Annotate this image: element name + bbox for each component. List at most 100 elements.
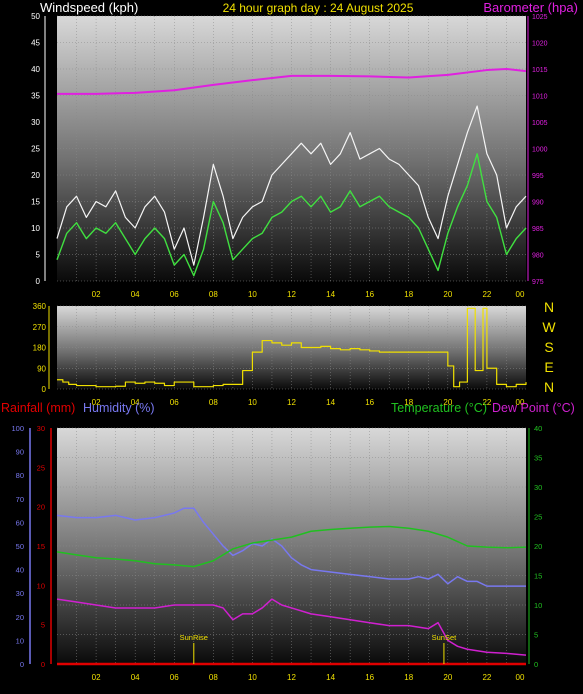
wind-y-tick-label: 50	[31, 12, 40, 21]
humidity-y-tick-label: 0	[20, 660, 24, 669]
climate-x-tick-label: 18	[404, 673, 413, 682]
rainfall-y-tick-label: 25	[37, 463, 45, 472]
wind-y-tick-label: 40	[31, 65, 40, 74]
wind-y-tick-label: 10	[31, 224, 40, 233]
direction-x-tick-label: 14	[326, 398, 335, 407]
wind-y-tick-label: 35	[31, 92, 40, 101]
temperature-y-tick-label: 10	[534, 601, 542, 610]
barometer-y-tick-label: 975	[532, 279, 544, 286]
rainfall-y-tick-label: 20	[37, 503, 45, 512]
wind-x-tick-label: 20	[443, 290, 452, 299]
wind-y-tick-label: 25	[31, 145, 40, 154]
wind-x-tick-label: 00	[516, 290, 525, 299]
wind-x-tick-label: 12	[287, 290, 296, 299]
climate-x-tick-label: 04	[131, 673, 140, 682]
direction-x-tick-label: 16	[365, 398, 374, 407]
humidity-axis-title: Humidity (%)	[83, 401, 155, 415]
sunrise-label: SunRise	[180, 633, 208, 642]
wind-direction-line	[57, 307, 527, 388]
barometer-y-tick-label: 1025	[532, 14, 548, 21]
barometer-y-tick-label: 990	[532, 200, 544, 207]
climate-x-tick-label: 02	[92, 673, 101, 682]
temperature-line	[56, 525, 527, 568]
climate-x-tick-label: 20	[443, 673, 452, 682]
wind-y-tick-label: 30	[31, 118, 40, 127]
humidity-y-tick-label: 90	[16, 448, 24, 457]
graph-title: 24 hour graph day : 24 August 2025	[223, 1, 414, 15]
temperature-y-tick-label: 15	[534, 572, 542, 581]
barometer-y-tick-label: 1020	[532, 41, 548, 48]
climate-x-tick-label: 16	[365, 673, 374, 682]
rainfall-y-tick-label: 10	[37, 581, 45, 590]
humidity-line	[56, 507, 526, 587]
barometer-axis-title: Barometer (hpa)	[483, 0, 578, 15]
compass-label-w: W	[542, 319, 556, 335]
temperature-y-tick-label: 0	[534, 660, 538, 669]
direction-x-tick-label: 18	[404, 398, 413, 407]
windspeed-axis-title: Windspeed (kph)	[40, 0, 138, 15]
rainfall-axis-title: Rainfall (mm)	[1, 401, 75, 415]
compass-label-e: E	[544, 359, 553, 375]
humidity-y-tick-label: 20	[16, 613, 24, 622]
barometer-y-tick-label: 995	[532, 173, 544, 180]
direction-x-tick-label: 08	[209, 398, 218, 407]
barometer-y-tick-label: 980	[532, 253, 544, 260]
direction-x-tick-label: 04	[131, 398, 140, 407]
humidity-y-tick-label: 70	[16, 495, 24, 504]
barometer-y-tick-label: 985	[532, 226, 544, 233]
humidity-y-tick-label: 40	[16, 566, 24, 575]
temperature-y-tick-label: 30	[534, 483, 542, 492]
direction-y-tick-label: 0	[42, 385, 47, 394]
wind-x-tick-label: 16	[365, 290, 374, 299]
humidity-y-tick-label: 60	[16, 518, 24, 527]
climate-x-tick-label: 12	[287, 673, 296, 682]
wind-y-tick-label: 15	[31, 198, 40, 207]
barometer-y-tick-label: 1005	[532, 120, 548, 127]
rainfall-y-tick-label: 15	[37, 542, 45, 551]
dewpoint-line	[56, 598, 527, 656]
wind-x-tick-label: 08	[209, 290, 218, 299]
wind-x-tick-label: 02	[92, 290, 101, 299]
temperature-y-tick-label: 20	[534, 542, 542, 551]
wind-x-tick-label: 22	[482, 290, 491, 299]
temperature-axis-title: Temperature (°C)	[391, 401, 487, 415]
direction-x-tick-label: 00	[516, 398, 525, 407]
direction-x-tick-label: 02	[92, 398, 101, 407]
direction-x-tick-label: 12	[287, 398, 296, 407]
temperature-y-tick-label: 35	[534, 454, 542, 463]
rainfall-y-tick-label: 0	[41, 660, 45, 669]
climate-x-tick-label: 08	[209, 673, 218, 682]
barometer-y-tick-label: 1000	[532, 147, 548, 154]
grid-lines	[57, 15, 526, 665]
humidity-y-tick-label: 30	[16, 589, 24, 598]
windspeed-line	[56, 105, 527, 266]
wind-x-tick-label: 14	[326, 290, 335, 299]
rainfall-y-tick-label: 5	[41, 621, 45, 630]
direction-x-tick-label: 20	[443, 398, 452, 407]
rainfall-y-tick-label: 30	[37, 424, 45, 433]
climate-x-tick-label: 22	[482, 673, 491, 682]
wind-y-tick-label: 20	[31, 171, 40, 180]
wind-x-tick-label: 04	[131, 290, 140, 299]
sunset-label: SunSet	[432, 633, 458, 642]
humidity-y-tick-label: 80	[16, 471, 24, 480]
wind-x-tick-label: 06	[170, 290, 179, 299]
wind-y-tick-label: 5	[36, 251, 41, 260]
climate-x-tick-label: 00	[516, 673, 525, 682]
direction-y-tick-label: 180	[33, 344, 47, 353]
direction-y-tick-label: 360	[33, 302, 47, 311]
barometer-y-tick-label: 1015	[532, 67, 548, 74]
direction-x-tick-label: 22	[482, 398, 491, 407]
direction-y-tick-label: 270	[33, 323, 47, 332]
dewpoint-axis-title: Dew Point (°C)	[492, 401, 575, 415]
climate-x-tick-label: 10	[248, 673, 257, 682]
climate-x-tick-label: 06	[170, 673, 179, 682]
barometer-y-tick-label: 1010	[532, 94, 548, 101]
direction-x-tick-label: 06	[170, 398, 179, 407]
temperature-y-tick-label: 25	[534, 513, 542, 522]
average-windspeed-line	[56, 153, 527, 277]
annotations: SunRise SunSet	[180, 633, 458, 664]
humidity-y-tick-label: 10	[16, 636, 24, 645]
